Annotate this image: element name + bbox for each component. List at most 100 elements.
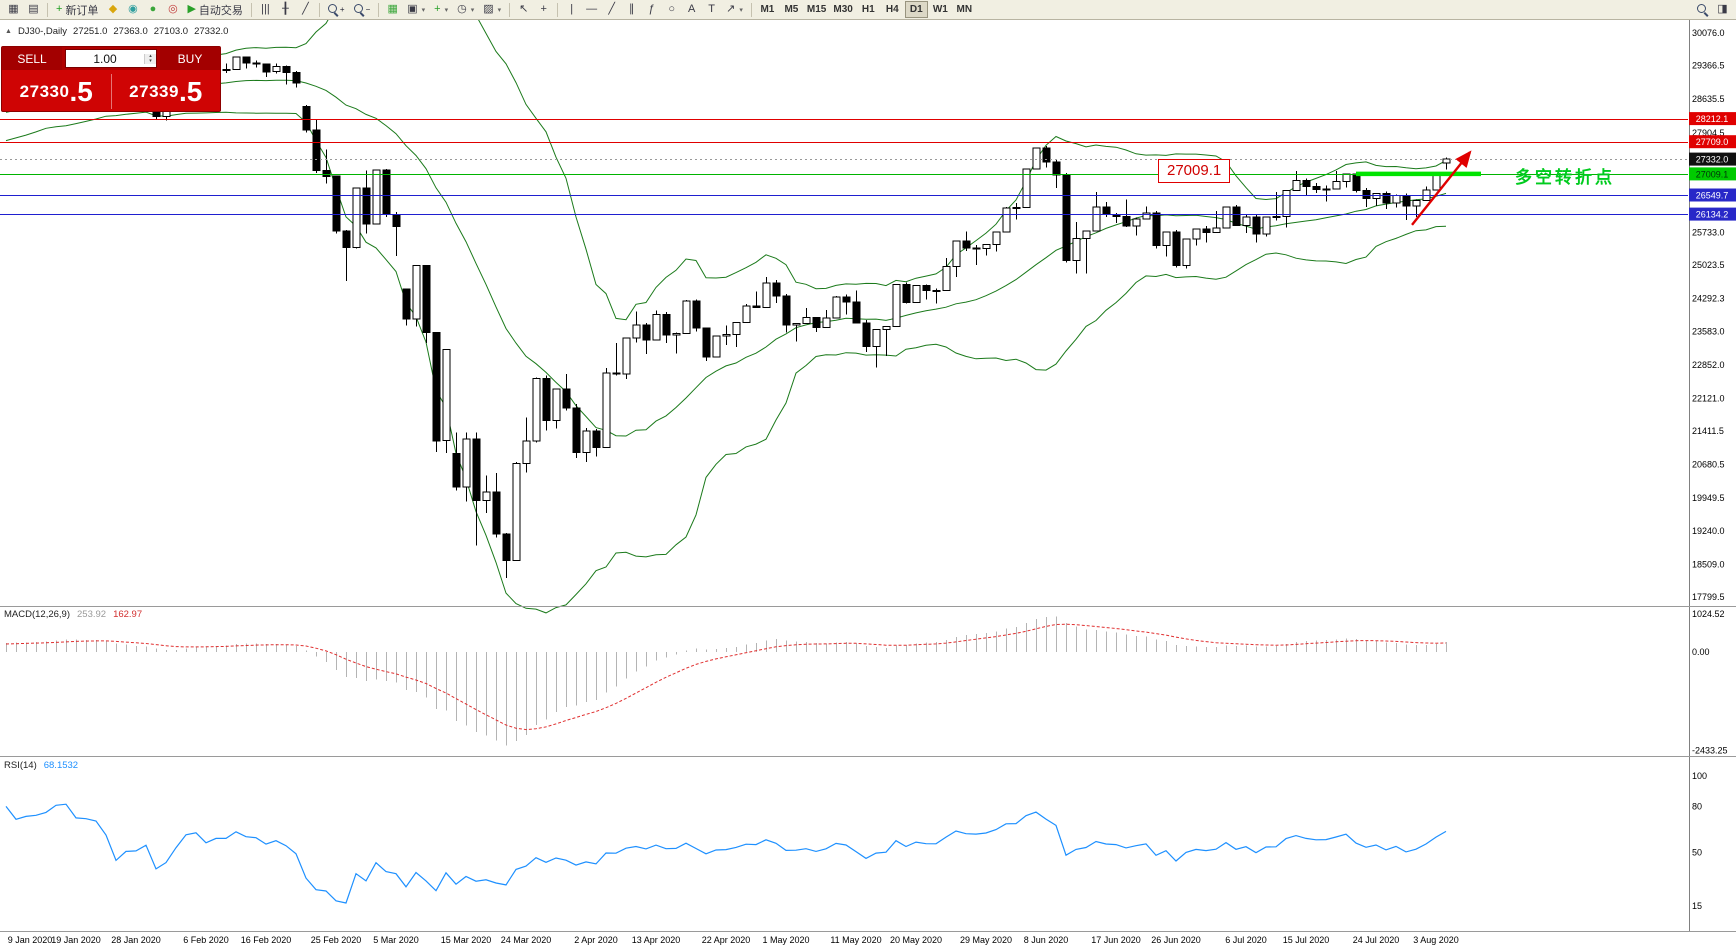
- fibonacci[interactable]: ƒ: [642, 1, 661, 18]
- sep-2: [250, 2, 252, 17]
- horizontal-line-icon: —: [586, 3, 598, 15]
- signals[interactable]: ●: [143, 1, 162, 18]
- tile-windows-icon: ▣: [407, 3, 418, 15]
- one-click-trading-panel: SELL ▴ ▾ BUY 27330.5 27339.5: [1, 46, 221, 112]
- date-tick: 22 Apr 2020: [702, 935, 751, 945]
- cursor-icon: ↖: [519, 3, 529, 15]
- svg-text:27709.0: 27709.0: [1696, 137, 1729, 147]
- fibonacci-icon: ƒ: [648, 3, 655, 15]
- price-badge: 27332.0: [1689, 152, 1736, 166]
- trend-arrow: [1411, 150, 1472, 226]
- mql5-community-icon: ◆: [108, 3, 118, 15]
- price-tick: 19949.5: [1692, 493, 1725, 503]
- auto-trading[interactable]: ▶ 自动交易: [183, 1, 246, 18]
- ohlc-low: 27103.0: [153, 26, 189, 37]
- horizontal-line[interactable]: —: [582, 1, 601, 18]
- volume-up-button[interactable]: ▴: [145, 53, 156, 59]
- collapse-panel-icon[interactable]: ▲: [5, 28, 12, 35]
- crosshair-icon: +: [540, 3, 547, 15]
- rsi-line: [5, 803, 1447, 904]
- timeframe-m15[interactable]: M15: [804, 1, 829, 18]
- new-order[interactable]: + 新订单: [52, 1, 102, 18]
- ohlc-open: 27251.0: [73, 26, 108, 37]
- chart-bars[interactable]: |||: [256, 1, 275, 18]
- volume-down-button[interactable]: ▾: [145, 58, 156, 64]
- chart-candles[interactable]: ╂: [276, 1, 295, 18]
- date-tick: 6 Jul 2020: [1225, 935, 1267, 945]
- svg-text:26134.2: 26134.2: [1696, 210, 1729, 220]
- add-indicator-caret-icon: ▾: [444, 6, 449, 14]
- buy-price[interactable]: 27339.5: [112, 70, 221, 111]
- text-label[interactable]: T: [702, 1, 721, 18]
- sell-button[interactable]: SELL: [2, 47, 62, 70]
- market[interactable]: ◉: [123, 1, 142, 18]
- ohlc-high: 27363.0: [113, 26, 148, 37]
- arrows[interactable]: ↗ ▾: [722, 1, 747, 18]
- templates[interactable]: ▨ ▾: [479, 1, 505, 18]
- buy-button[interactable]: BUY: [160, 47, 220, 70]
- news[interactable]: ◎: [163, 1, 182, 18]
- candles: [2, 56, 1451, 579]
- add-indicator[interactable]: + ▾: [430, 1, 452, 18]
- timeframe-m5[interactable]: M5: [780, 1, 803, 18]
- zoom-out[interactable]: −: [350, 1, 375, 18]
- chart-line[interactable]: ╱: [296, 1, 315, 18]
- volume-box: ▴ ▾: [65, 49, 157, 68]
- date-tick: 11 May 2020: [830, 935, 881, 945]
- new-chart-window[interactable]: ▦: [4, 1, 23, 18]
- crosshair[interactable]: +: [534, 1, 553, 18]
- text[interactable]: A: [682, 1, 701, 18]
- price-tick: 27904.5: [1692, 128, 1725, 138]
- sell-price[interactable]: 27330.5: [2, 70, 111, 111]
- timeframe-d1[interactable]: D1: [904, 1, 928, 18]
- timeframe-h1[interactable]: H1: [857, 1, 880, 18]
- price-level-callout[interactable]: 27009.1: [1158, 159, 1231, 183]
- vertical-line[interactable]: |: [562, 1, 581, 18]
- sep-7: [750, 2, 752, 17]
- date-tick: 19 Jan 2020: [51, 935, 101, 945]
- macd-signal-value: 162.97: [113, 609, 143, 620]
- date-tick: 2 Apr 2020: [574, 935, 618, 945]
- zoom-in[interactable]: +: [324, 1, 349, 18]
- date-tick: 17 Jun 2020: [1091, 935, 1141, 945]
- mql5-community[interactable]: ◆: [103, 1, 122, 18]
- shapes[interactable]: ○: [662, 1, 681, 18]
- tile-windows[interactable]: ▣ ▾: [403, 1, 429, 18]
- date-tick: 5 Mar 2020: [373, 935, 419, 945]
- chart-candles-icon: ╂: [282, 3, 289, 15]
- toolbar-options[interactable]: ◨: [1713, 1, 1732, 18]
- date-tick: 26 Jun 2020: [1151, 935, 1201, 945]
- timeframe-m30[interactable]: M30: [830, 1, 855, 18]
- timeframe-m1[interactable]: M1: [756, 1, 779, 18]
- macd-signal-line: [5, 623, 1447, 731]
- templates-caret-icon: ▾: [497, 6, 502, 14]
- profiles[interactable]: ▤: [24, 1, 43, 18]
- volume-input[interactable]: [66, 51, 144, 66]
- price-tick: 22852.0: [1692, 360, 1725, 370]
- timeframe-w1[interactable]: W1: [929, 1, 952, 18]
- trendline[interactable]: ╱: [602, 1, 621, 18]
- cursor[interactable]: ↖: [514, 1, 533, 18]
- search[interactable]: [1693, 1, 1712, 18]
- date-tick: 16 Feb 2020: [241, 935, 292, 945]
- timeframe-mn[interactable]: MN: [953, 1, 976, 18]
- chart-symbol-period: DJ30-,Daily: [17, 26, 68, 37]
- price-badge: 26134.2: [1689, 207, 1736, 221]
- sell-price-pip: .5: [69, 75, 93, 107]
- rsi-axis-tick: 50: [1692, 848, 1702, 858]
- periods-icon: ◷: [457, 3, 467, 15]
- indicators-grid[interactable]: ▦: [383, 1, 402, 18]
- price-divider: [110, 74, 112, 109]
- equidistant-channel[interactable]: ∥: [622, 1, 641, 18]
- indicators-grid-icon: ▦: [387, 3, 398, 15]
- timeframe-h4[interactable]: H4: [881, 1, 904, 18]
- trendline-icon: ╱: [608, 3, 615, 15]
- svg-text:27332.0: 27332.0: [1696, 155, 1729, 165]
- arrows-icon: ↗: [726, 3, 736, 15]
- macd-axis-tick: 0.00: [1692, 647, 1710, 657]
- date-tick: 25 Feb 2020: [311, 935, 362, 945]
- rsi-axis-tick: 15: [1692, 901, 1702, 911]
- periods[interactable]: ◷ ▾: [453, 1, 478, 18]
- date-tick: 13 Apr 2020: [632, 935, 681, 945]
